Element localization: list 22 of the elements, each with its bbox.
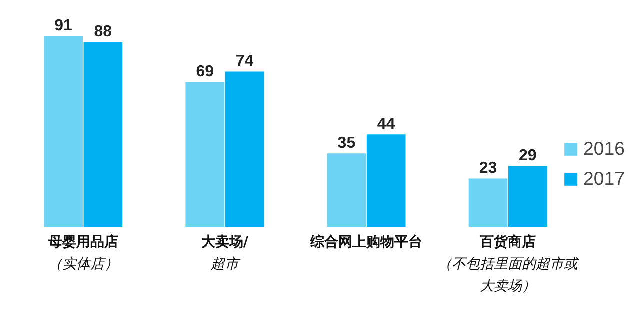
bar <box>84 42 123 228</box>
bar <box>44 36 83 228</box>
data-label: 44 <box>377 116 396 133</box>
data-label: 29 <box>519 147 537 164</box>
bar <box>225 72 264 228</box>
data-label: 23 <box>479 160 498 178</box>
bar <box>327 154 366 228</box>
x-tick-label: 百货商店（不包括里面的超市或大卖场） <box>438 234 580 295</box>
bar <box>508 166 548 228</box>
data-label: 91 <box>54 17 73 34</box>
data-label: 74 <box>236 53 254 70</box>
x-tick-label: 母婴用品店（实体店） <box>47 234 118 273</box>
bar <box>366 134 406 228</box>
data-label: 35 <box>338 134 356 152</box>
legend-label: 2017 <box>583 168 625 190</box>
bar <box>186 82 225 228</box>
bar <box>468 178 508 228</box>
x-tick-label: 大卖场/超市 <box>201 234 250 273</box>
legend-label: 2016 <box>583 138 625 160</box>
data-label: 88 <box>94 24 112 41</box>
x-tick-label: 综合网上购物平台 <box>310 234 423 251</box>
data-label: 69 <box>196 63 214 80</box>
